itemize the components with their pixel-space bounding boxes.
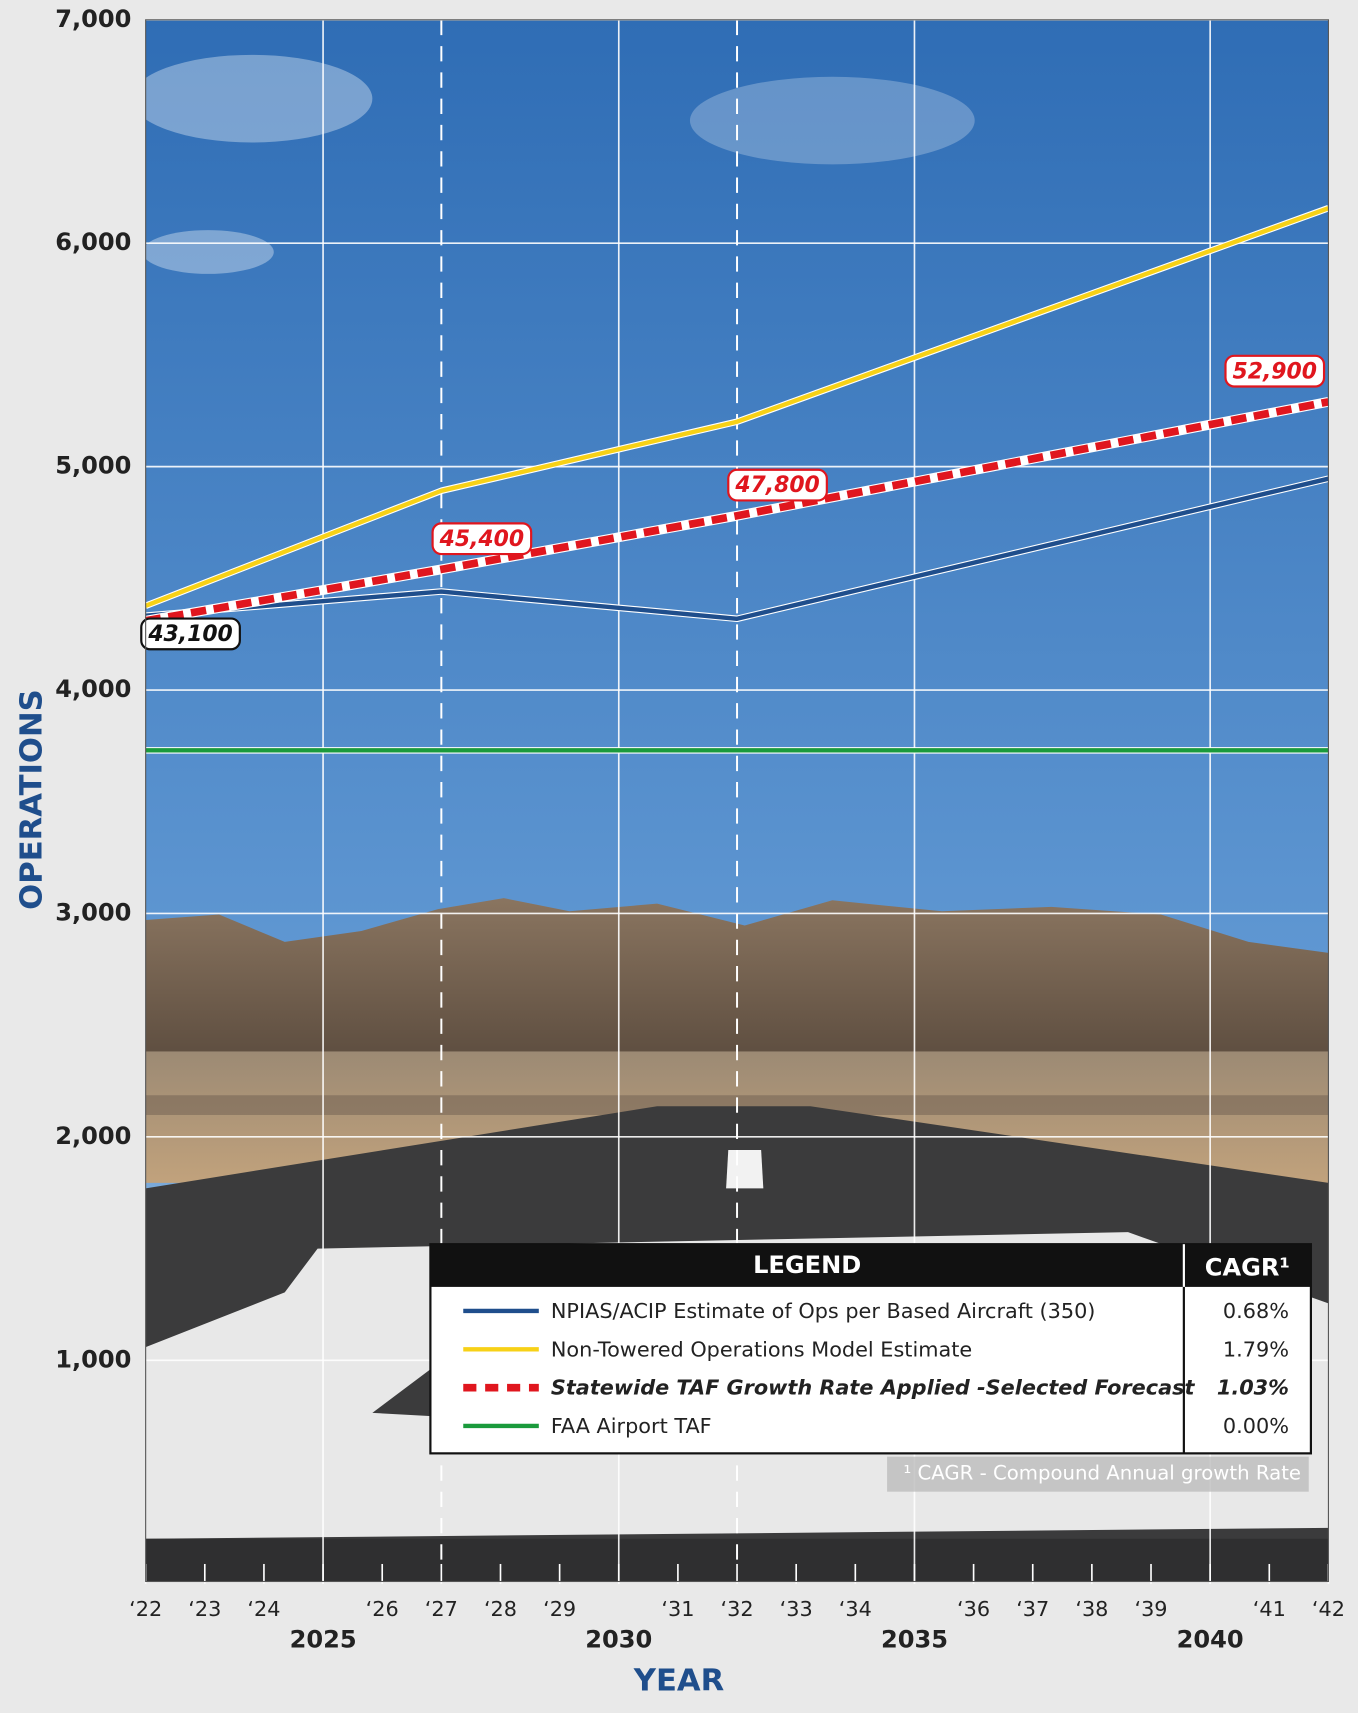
x-tick-label: ‘36: [957, 1597, 990, 1621]
legend-label: NPIAS/ACIP Estimate of Ops per Based Air…: [551, 1299, 1096, 1323]
y-tick-label: 2,000: [55, 1122, 131, 1150]
y-tick-label: 3,000: [55, 898, 131, 926]
x-tick-label: ‘23: [188, 1597, 221, 1621]
x-tick-label: ‘37: [1016, 1597, 1049, 1621]
y-tick-label: 5,000: [55, 452, 131, 480]
x-axis-title: YEAR: [633, 1664, 724, 1699]
x-tick-label: ‘29: [543, 1597, 576, 1621]
x-tick-label: ‘41: [1253, 1597, 1286, 1621]
legend-header: [430, 1244, 1311, 1287]
y-tick-label: 6,000: [55, 228, 131, 256]
footnote: ¹ CAGR - Compound Annual growth Rate: [903, 1462, 1301, 1485]
x-tick-label: ‘32: [721, 1597, 754, 1621]
x-tick-label: ‘33: [780, 1597, 813, 1621]
value-label-box: [431, 522, 533, 556]
footnote-box: [887, 1456, 1309, 1492]
x-tick-label: ‘27: [425, 1597, 458, 1621]
value-label: 43,100: [147, 622, 232, 647]
x-tick-label: ‘26: [366, 1597, 399, 1621]
legend-title: LEGEND: [753, 1251, 861, 1279]
value-label-box: [1224, 354, 1326, 388]
legend-cagr: 0.00%: [1223, 1414, 1289, 1438]
x-tick-label: ‘34: [839, 1597, 872, 1621]
value-label: 47,800: [734, 473, 819, 498]
plot-frame: [145, 19, 1329, 1583]
x-tick-label: ‘39: [1134, 1597, 1167, 1621]
x-tick-label: ‘38: [1075, 1597, 1108, 1621]
legend-cagr: 1.79%: [1223, 1337, 1289, 1361]
series-line: [144, 206, 1330, 608]
x-tick-label-major: 2035: [881, 1626, 948, 1654]
legend-label: Non-Towered Operations Model Estimate: [551, 1337, 972, 1361]
y-axis-title: OPERATIONS: [14, 689, 49, 910]
x-tick-label-major: 2040: [1177, 1626, 1244, 1654]
legend-value-title: CAGR¹: [1205, 1253, 1290, 1281]
y-tick-label: 4,000: [55, 675, 131, 703]
x-tick-label-major: 2030: [585, 1626, 652, 1654]
x-tick-label: ‘28: [484, 1597, 517, 1621]
lines: [144, 205, 1330, 754]
x-tick-label-major: 2025: [290, 1626, 357, 1654]
series-line: [145, 476, 1329, 621]
y-tick-label: 1,000: [55, 1345, 131, 1373]
value-label-box: [727, 468, 828, 502]
labels: 43,100 45,400 47,800 52,900: [140, 354, 1326, 651]
legend-cagr: 1.03%: [1217, 1376, 1289, 1400]
legend: LEGEND CAGR¹ ¹ CAGR - Compound Annual gr…: [429, 1243, 1313, 1492]
x-tick-label: ‘31: [661, 1597, 694, 1621]
x-tick-label: ‘24: [247, 1597, 280, 1621]
series-line: [145, 398, 1330, 625]
value-label: 45,400: [439, 527, 524, 552]
legend-label: FAA Airport TAF: [551, 1414, 712, 1438]
value-label-box: [140, 617, 241, 651]
x-tick-label: ‘22: [129, 1597, 162, 1621]
legend-cagr: 0.68%: [1223, 1299, 1289, 1323]
y-tick-label: 7,000: [55, 5, 131, 33]
x-tick-label: ‘42: [1312, 1597, 1345, 1621]
legend-label: Statewide TAF Growth Rate Applied -Selec…: [551, 1376, 1196, 1400]
value-label: 52,900: [1233, 359, 1317, 384]
